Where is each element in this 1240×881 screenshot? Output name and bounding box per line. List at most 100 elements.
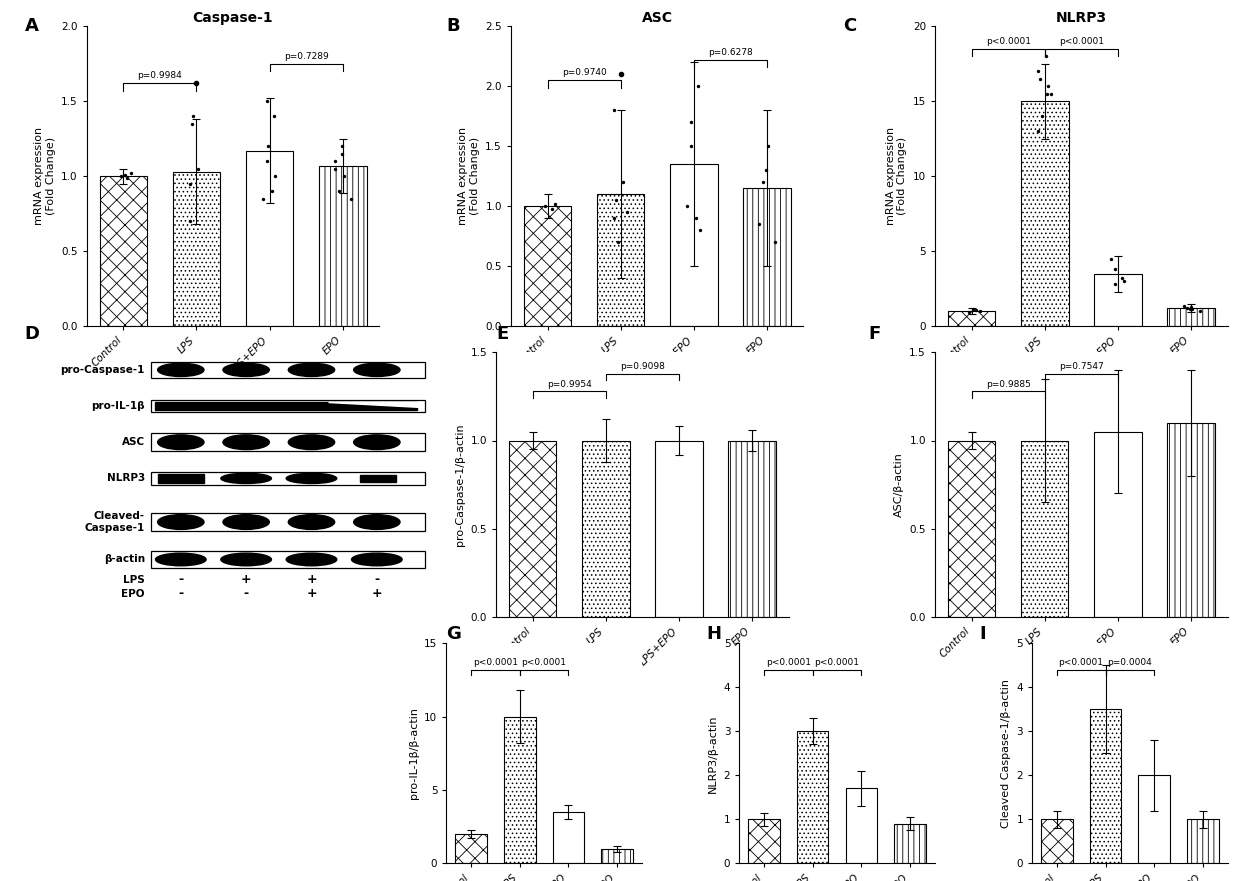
Ellipse shape: [155, 553, 206, 566]
Point: [1035, 49, 1055, 63]
Bar: [1094, 432, 1142, 617]
Bar: [748, 819, 780, 863]
Point: [677, 199, 697, 213]
Point: [180, 214, 200, 228]
Y-axis label: mRNA expression
(Fold Change): mRNA expression (Fold Change): [33, 127, 56, 226]
Text: p=0.9984: p=0.9984: [138, 71, 182, 80]
Point: [756, 163, 776, 177]
Ellipse shape: [223, 363, 269, 376]
Point: [963, 302, 983, 316]
Point: [765, 235, 785, 249]
Text: p<0.0001: p<0.0001: [472, 658, 518, 668]
Point: [332, 147, 352, 161]
Point: [604, 211, 624, 226]
Bar: [172, 172, 221, 326]
Bar: [151, 513, 425, 531]
Point: [536, 199, 556, 213]
Point: [1106, 277, 1126, 291]
Point: [1032, 109, 1052, 123]
Text: NLRP3: NLRP3: [107, 473, 145, 484]
Bar: [596, 194, 645, 326]
Bar: [894, 824, 926, 863]
Bar: [503, 716, 536, 863]
Text: p=0.9954: p=0.9954: [547, 380, 591, 389]
Title: ASC: ASC: [641, 11, 672, 26]
Bar: [728, 440, 776, 617]
Point: [325, 154, 345, 168]
Bar: [743, 189, 791, 326]
Ellipse shape: [288, 435, 335, 449]
Text: p<0.0001: p<0.0001: [765, 658, 811, 668]
Point: [257, 94, 277, 108]
Point: [1114, 274, 1133, 288]
Point: [606, 193, 626, 207]
Text: p=0.6278: p=0.6278: [708, 48, 753, 57]
Text: p=0.9740: p=0.9740: [562, 69, 606, 78]
Point: [262, 184, 281, 198]
Text: A: A: [25, 17, 38, 35]
Point: [753, 175, 773, 189]
Point: [265, 169, 285, 183]
Bar: [797, 731, 828, 863]
Y-axis label: pro-IL-1β/β-actin: pro-IL-1β/β-actin: [408, 707, 419, 799]
Text: β-actin: β-actin: [104, 554, 145, 565]
Bar: [523, 206, 572, 326]
Text: +: +: [241, 574, 252, 587]
Bar: [553, 812, 584, 863]
Text: +: +: [306, 574, 316, 587]
Text: p=0.9885: p=0.9885: [986, 380, 1030, 389]
Bar: [155, 402, 417, 411]
Point: [1042, 87, 1061, 101]
Y-axis label: mRNA expression
(Fold Change): mRNA expression (Fold Change): [458, 127, 480, 226]
Text: p=0.7289: p=0.7289: [284, 52, 329, 61]
Point: [608, 235, 627, 249]
Point: [970, 304, 990, 318]
Text: C: C: [843, 17, 857, 35]
Text: H: H: [707, 625, 722, 643]
Bar: [1094, 274, 1142, 326]
Point: [325, 162, 345, 176]
Bar: [151, 362, 425, 378]
Text: -: -: [179, 588, 184, 601]
Ellipse shape: [353, 515, 401, 529]
Point: [542, 202, 562, 216]
Point: [604, 103, 624, 117]
Text: Cleaved-
Caspase-1: Cleaved- Caspase-1: [84, 511, 145, 533]
Text: p<0.0001: p<0.0001: [1059, 37, 1104, 46]
Point: [1182, 302, 1202, 316]
Bar: [99, 176, 148, 326]
Point: [1038, 79, 1058, 93]
Point: [966, 303, 986, 317]
Bar: [508, 440, 557, 617]
Point: [682, 139, 702, 153]
Ellipse shape: [353, 363, 401, 376]
Bar: [947, 311, 996, 326]
Bar: [151, 433, 425, 451]
Ellipse shape: [288, 515, 335, 529]
Bar: [360, 475, 396, 482]
Point: [546, 196, 565, 211]
Y-axis label: pro-Caspase-1/β-actin: pro-Caspase-1/β-actin: [455, 423, 465, 546]
Text: pro-Caspase-1: pro-Caspase-1: [61, 365, 145, 374]
Point: [112, 169, 131, 183]
Point: [1189, 304, 1209, 318]
Ellipse shape: [157, 515, 203, 529]
Point: [1180, 300, 1200, 315]
Point: [258, 139, 278, 153]
Text: p<0.0001: p<0.0001: [815, 658, 859, 668]
Bar: [246, 151, 294, 326]
Title: Caspase-1: Caspase-1: [192, 11, 273, 26]
Text: +: +: [306, 588, 316, 601]
Ellipse shape: [157, 435, 203, 449]
Text: I: I: [980, 625, 986, 643]
Point: [1112, 271, 1132, 285]
Text: D: D: [25, 325, 40, 344]
Point: [188, 162, 208, 176]
Point: [1101, 252, 1121, 266]
Text: p<0.0001: p<0.0001: [986, 37, 1030, 46]
Point: [689, 223, 709, 237]
Point: [1037, 87, 1056, 101]
Text: p=0.0004: p=0.0004: [1107, 658, 1152, 668]
Y-axis label: ASC/β-actin: ASC/β-actin: [894, 452, 904, 517]
Text: -: -: [243, 588, 249, 601]
